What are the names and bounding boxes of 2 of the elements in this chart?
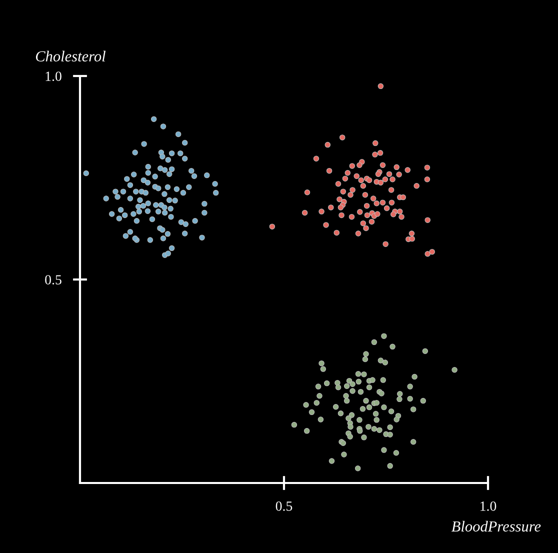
- y-axis-title: Cholesterol: [36, 50, 106, 62]
- x-axis-title: BloodPressure: [452, 520, 541, 532]
